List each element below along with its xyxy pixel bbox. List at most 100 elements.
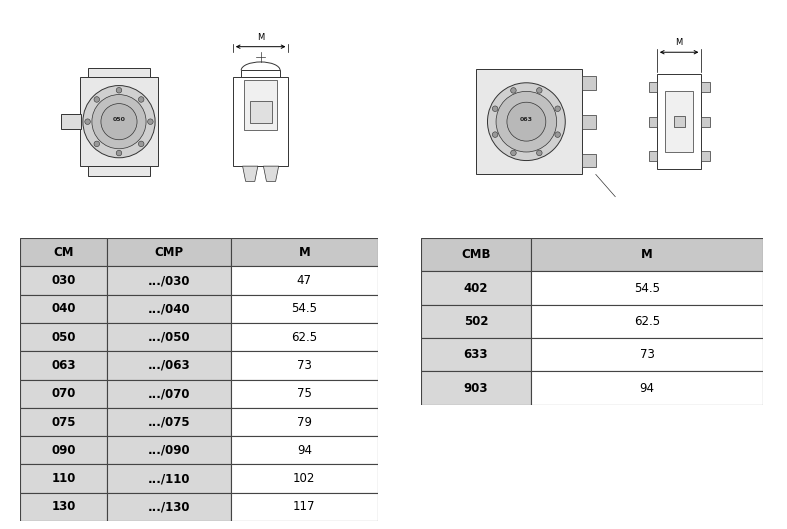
Text: 62.5: 62.5 bbox=[291, 331, 317, 344]
Bar bbox=[20, 380, 107, 408]
Text: CMP: CMP bbox=[154, 245, 183, 259]
Polygon shape bbox=[242, 166, 258, 181]
Text: 050: 050 bbox=[51, 331, 76, 344]
Bar bbox=[20, 238, 107, 266]
Bar bbox=[107, 493, 231, 521]
Text: 47: 47 bbox=[297, 274, 312, 287]
Bar bbox=[701, 117, 710, 126]
Bar bbox=[88, 166, 150, 176]
Text: M: M bbox=[298, 245, 310, 259]
Circle shape bbox=[139, 97, 144, 102]
Bar bbox=[421, 305, 530, 338]
Bar bbox=[231, 464, 378, 493]
Circle shape bbox=[101, 104, 137, 140]
Bar bbox=[421, 238, 530, 271]
Bar bbox=[648, 151, 657, 161]
Text: M: M bbox=[641, 248, 653, 261]
Text: 063: 063 bbox=[51, 359, 76, 372]
Text: 070: 070 bbox=[51, 387, 76, 400]
Bar bbox=[530, 338, 763, 371]
Circle shape bbox=[116, 87, 122, 93]
Text: 75: 75 bbox=[297, 387, 312, 400]
Circle shape bbox=[139, 141, 144, 147]
Bar bbox=[582, 76, 596, 90]
Text: 94: 94 bbox=[297, 444, 312, 457]
Bar bbox=[530, 271, 763, 305]
Circle shape bbox=[493, 132, 498, 138]
Bar bbox=[244, 80, 277, 130]
Bar bbox=[80, 77, 158, 166]
Bar bbox=[231, 493, 378, 521]
Text: 54.5: 54.5 bbox=[291, 302, 317, 315]
Bar bbox=[421, 271, 530, 305]
Bar bbox=[20, 351, 107, 380]
Text: 502: 502 bbox=[464, 315, 488, 328]
Polygon shape bbox=[264, 166, 279, 181]
Bar bbox=[421, 371, 530, 405]
Text: 62.5: 62.5 bbox=[634, 315, 660, 328]
Circle shape bbox=[507, 102, 546, 141]
Bar bbox=[249, 101, 272, 123]
Text: .../110: .../110 bbox=[148, 472, 190, 485]
Bar bbox=[231, 380, 378, 408]
Bar bbox=[231, 295, 378, 323]
Bar bbox=[20, 436, 107, 464]
Text: 090: 090 bbox=[51, 444, 76, 457]
Circle shape bbox=[511, 88, 516, 93]
Bar bbox=[20, 464, 107, 493]
Bar bbox=[107, 351, 231, 380]
Bar bbox=[107, 436, 231, 464]
Circle shape bbox=[511, 150, 516, 156]
Bar bbox=[20, 266, 107, 295]
Bar bbox=[530, 371, 763, 405]
Bar bbox=[421, 338, 530, 371]
Bar bbox=[107, 323, 231, 351]
Circle shape bbox=[537, 150, 542, 156]
Circle shape bbox=[116, 150, 122, 156]
Bar bbox=[701, 151, 710, 161]
Text: .../130: .../130 bbox=[148, 500, 190, 514]
Bar bbox=[701, 82, 710, 92]
Text: 063: 063 bbox=[520, 117, 533, 122]
Bar bbox=[648, 117, 657, 126]
Text: 050: 050 bbox=[113, 117, 125, 122]
Circle shape bbox=[493, 106, 498, 112]
Text: 102: 102 bbox=[294, 472, 316, 485]
Bar bbox=[657, 75, 701, 169]
Bar bbox=[107, 464, 231, 493]
Text: .../050: .../050 bbox=[148, 331, 190, 344]
Bar bbox=[107, 295, 231, 323]
Text: 040: 040 bbox=[51, 302, 76, 315]
Circle shape bbox=[148, 119, 153, 124]
Text: CM: CM bbox=[54, 245, 74, 259]
Text: 73: 73 bbox=[640, 348, 655, 361]
Text: 110: 110 bbox=[51, 472, 76, 485]
Bar bbox=[231, 408, 378, 436]
Bar bbox=[231, 351, 378, 380]
Bar bbox=[233, 77, 288, 166]
Text: 79: 79 bbox=[297, 415, 312, 428]
Bar bbox=[107, 408, 231, 436]
Text: .../075: .../075 bbox=[148, 415, 190, 428]
Bar bbox=[582, 115, 596, 129]
Bar bbox=[582, 153, 596, 168]
Text: CMB: CMB bbox=[461, 248, 490, 261]
Text: .../070: .../070 bbox=[148, 387, 190, 400]
Text: 402: 402 bbox=[464, 281, 488, 295]
Circle shape bbox=[487, 83, 565, 161]
Bar bbox=[20, 408, 107, 436]
Bar bbox=[61, 114, 80, 130]
Text: .../040: .../040 bbox=[148, 302, 190, 315]
Circle shape bbox=[92, 95, 146, 149]
Bar bbox=[20, 295, 107, 323]
Text: 130: 130 bbox=[51, 500, 76, 514]
Circle shape bbox=[555, 132, 560, 138]
Bar bbox=[231, 238, 378, 266]
Text: 903: 903 bbox=[464, 381, 488, 395]
Text: 73: 73 bbox=[297, 359, 312, 372]
Bar bbox=[231, 323, 378, 351]
Bar bbox=[107, 380, 231, 408]
Circle shape bbox=[83, 86, 155, 158]
Text: .../090: .../090 bbox=[148, 444, 190, 457]
Text: .../063: .../063 bbox=[148, 359, 190, 372]
